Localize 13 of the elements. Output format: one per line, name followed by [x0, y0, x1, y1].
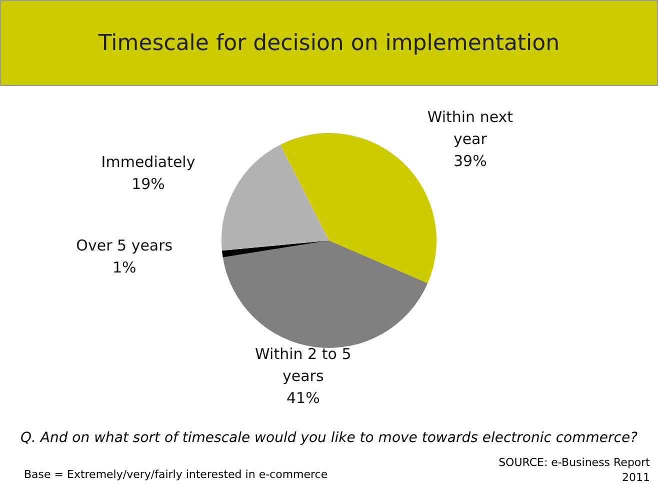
slice-label: Within next year [427, 108, 514, 148]
chart-title: Timescale for decision on implementation [0, 0, 658, 86]
text: Q. And on what sort of timescale would you like to move towards electronic commerce? [19, 430, 639, 446]
data-label: 41% [286, 388, 320, 407]
source-note: SOURCE: e-Business Report [498, 455, 650, 470]
data-label: 39% [454, 152, 487, 170]
data-label: 1% [112, 258, 136, 277]
slice-label: Over 5 years [76, 236, 173, 255]
slice-label: Within 2 to 5 years [255, 344, 352, 385]
slice-label: Immediately [101, 153, 196, 172]
data-label: 19% [132, 175, 165, 194]
text: Base = Extremely/very/fairly interested in e-commerce [24, 468, 328, 481]
text: 2011 [621, 470, 650, 485]
